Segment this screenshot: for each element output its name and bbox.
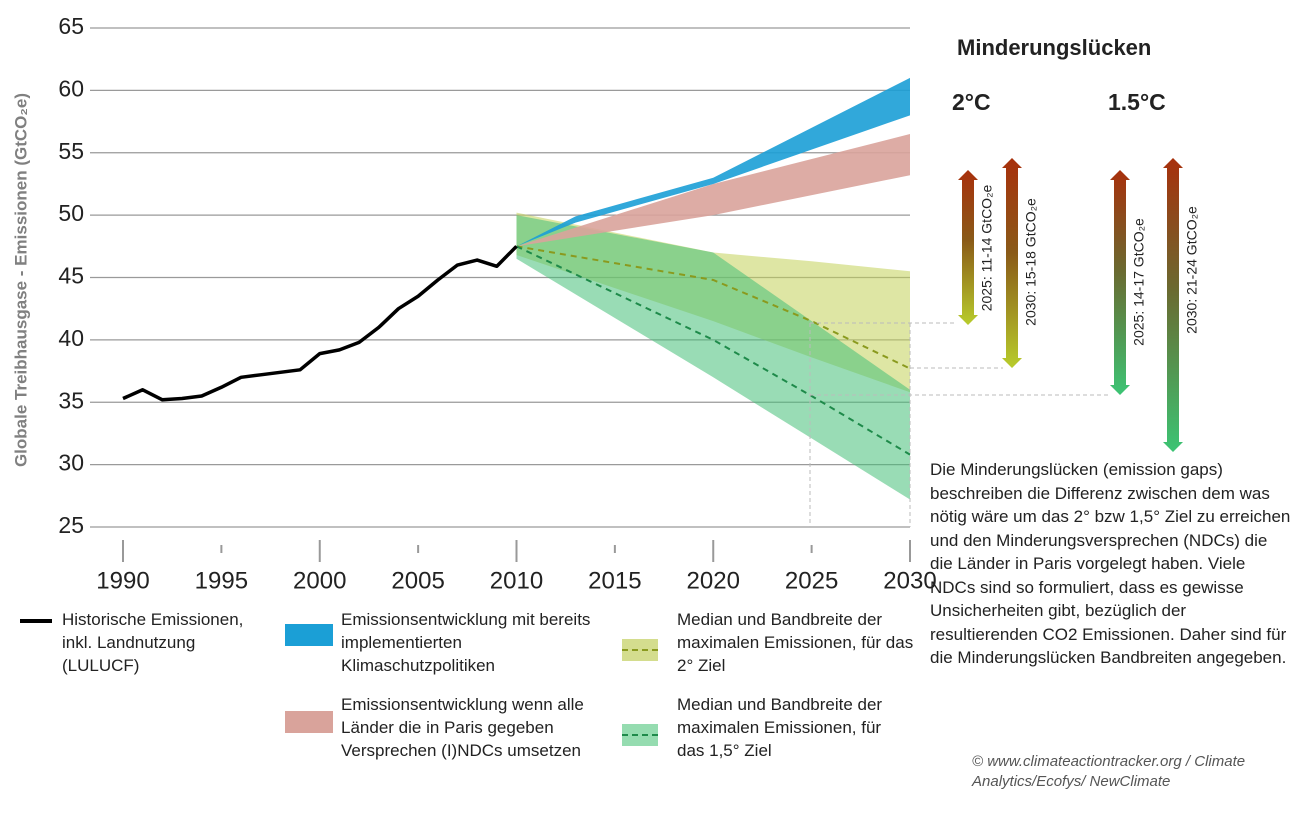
y-tick-label: 60: [58, 75, 84, 101]
band: [516, 77, 910, 247]
y-tick-label: 25: [58, 512, 84, 538]
description: Die Minderungslücken (emission gaps) bes…: [930, 460, 1291, 667]
legend-symbol: [622, 724, 658, 746]
y-tick-label: 30: [58, 450, 84, 476]
gap-arrows: [958, 158, 1183, 452]
band: [516, 134, 910, 247]
x-tick-label: 2015: [588, 567, 641, 594]
x-tick-label: 2020: [687, 567, 740, 594]
gap-arrow: [1002, 158, 1022, 368]
median-line: [516, 245, 911, 370]
y-axis-label: Globale Treibhausgase - Emissionen (GtCO…: [11, 93, 30, 467]
x-tick-label: 2030: [883, 567, 936, 594]
connectors: [809, 322, 1110, 527]
x-tick-label: 1990: [96, 567, 149, 594]
legend-entry: Historische Emissionen, inkl. Landnutzun…: [62, 610, 244, 675]
gap-column-label: 2°C: [952, 89, 991, 115]
x-tick-label: 2000: [293, 567, 346, 594]
legend-entry: Emissionsentwicklung mit bereits impleme…: [341, 610, 591, 675]
legend-symbol: [20, 619, 52, 623]
band: [516, 215, 910, 500]
legend-symbol: [622, 639, 658, 661]
y-tick-label: 50: [58, 200, 84, 226]
y-tick-label: 45: [58, 263, 84, 289]
gap-arrow: [1110, 170, 1130, 395]
source: © www.climateactiontracker.org / Climate…: [972, 753, 1246, 790]
legend-entry: Median und Bandbreite der maximalen Emis…: [677, 695, 883, 760]
gap-arrow: [1163, 158, 1183, 452]
y-tick-label: 65: [58, 13, 84, 39]
legend-entry: Emissionsentwicklung wenn alle Länder di…: [341, 695, 584, 760]
y-tick-label: 55: [58, 138, 84, 164]
gap-arrow: [958, 170, 978, 325]
x-tick-label: 2010: [490, 567, 543, 594]
legend-symbol: [285, 624, 333, 646]
gap-label: 2025: 14-17 GtCO₂e: [1131, 218, 1147, 346]
legend-symbol: [285, 711, 333, 733]
gap-title: Minderungslücken: [957, 35, 1151, 60]
y-tick-label: 35: [58, 387, 84, 413]
gap-label: 2030: 15-18 GtCO₂e: [1023, 198, 1039, 326]
gap-column-label: 1.5°C: [1108, 89, 1166, 115]
x-tick-label: 2025: [785, 567, 838, 594]
legend-entry: Median und Bandbreite der maximalen Emis…: [677, 610, 914, 675]
x-tick-label: 2005: [391, 567, 444, 594]
x-tick-label: 1995: [195, 567, 248, 594]
gap-label: 2030: 21-24 GtCO₂e: [1184, 206, 1200, 334]
gap-label: 2025: 11-14 GtCO₂e: [979, 185, 995, 312]
y-tick-label: 40: [58, 325, 84, 351]
plot-area: 25 30 35 40 45 50 55 60 65 1990 1995 2000 2005 2010 20…: [58, 13, 936, 594]
median-line: [516, 245, 911, 456]
line: [122, 245, 518, 402]
